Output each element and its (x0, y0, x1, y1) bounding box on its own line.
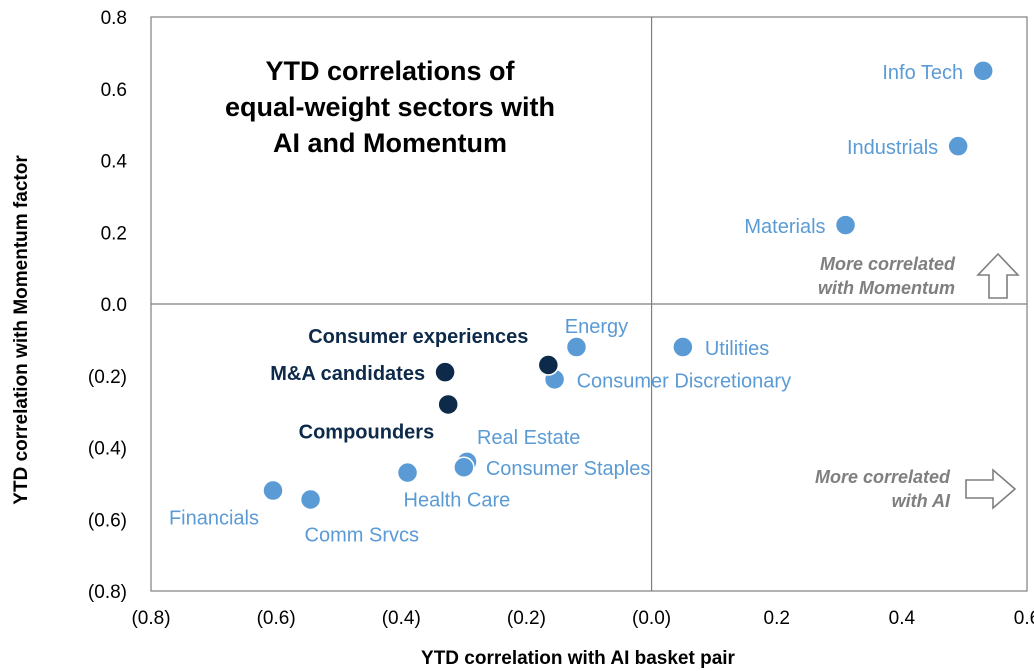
sector-point-info-tech (972, 60, 994, 82)
sector-point-health-care (396, 461, 419, 484)
chart-title-line: equal-weight sectors with (225, 92, 555, 122)
tick-labels: (0.8) (0.6) (0.4) (0.2) (0.0) 0.2 0.4 0.6 0.8 0.6… (88, 8, 1034, 629)
annotation-momentum-text: with Momentum (818, 278, 955, 298)
arrow-right-icon (965, 468, 1017, 510)
x-tick-label: 0.4 (889, 608, 916, 629)
x-tick-label: (0.2) (507, 608, 546, 629)
annotation-ai-text: More correlated (815, 467, 951, 487)
point-label: Materials (744, 216, 825, 238)
point-label: Industrials (847, 137, 938, 159)
point-label: Health Care (404, 490, 511, 512)
sector-point-utilities (672, 336, 694, 358)
y-tick-label: 0.2 (101, 223, 127, 244)
point-label: Comm Srvcs (305, 525, 419, 547)
basket-point-compounders (437, 393, 459, 416)
x-tick-label: 0.2 (764, 608, 790, 629)
annotations: More correlated with Momentum More correla… (815, 252, 1020, 511)
sector-point-energy (565, 336, 588, 358)
data-points: Info Tech Industrials Materials Utilities En… (169, 60, 994, 547)
y-tick-label: (0.4) (88, 439, 127, 460)
y-tick-label: (0.6) (88, 510, 127, 531)
x-tick-label: (0.8) (131, 608, 170, 629)
x-axis-title: YTD correlation with AI basket pair (421, 648, 736, 669)
basket-point-consumer-experiences (537, 354, 560, 376)
point-label: Consumer Staples (486, 458, 651, 480)
x-tick-label: (0.0) (632, 608, 671, 629)
basket-point-m-a-candidates (434, 361, 456, 383)
point-label: Energy (565, 316, 628, 338)
point-label: Compounders (299, 421, 435, 443)
point-label: Consumer Discretionary (577, 370, 792, 392)
chart-title: YTD correlations of equal-weight sectors … (225, 56, 555, 158)
annotation-ai-text: with AI (892, 491, 951, 511)
sector-point-consumer-staples (453, 456, 475, 478)
y-tick-label: (0.8) (88, 582, 127, 603)
y-tick-label: 0.6 (101, 80, 127, 101)
axes (150, 16, 1028, 592)
point-label: Info Tech (882, 62, 963, 84)
point-label: Consumer experiences (308, 326, 528, 348)
chart-title-line: YTD correlations of (265, 56, 515, 86)
sector-point-financials (262, 479, 284, 502)
sector-point-comm-srvcs (299, 488, 322, 511)
x-tick-label: (0.4) (382, 608, 421, 629)
sector-point-materials (834, 214, 857, 236)
sector-point-industrials (947, 135, 969, 157)
x-tick-label: 0.6 (1014, 608, 1034, 629)
y-tick-label: 0.0 (101, 295, 127, 316)
y-tick-label: (0.2) (88, 367, 127, 388)
y-tick-label: 0.8 (101, 8, 127, 29)
point-label: Real Estate (477, 427, 580, 449)
annotation-momentum-text: More correlated (820, 254, 956, 274)
point-label: Utilities (705, 338, 769, 360)
y-axis-title: YTD correlation with Momentum factor (11, 155, 32, 505)
arrow-up-icon (976, 252, 1020, 299)
point-label: Financials (169, 508, 259, 530)
chart-title-line: AI and Momentum (273, 128, 507, 158)
y-tick-label: 0.4 (101, 152, 128, 173)
x-tick-label: (0.6) (257, 608, 296, 629)
point-label: M&A candidates (270, 363, 425, 385)
